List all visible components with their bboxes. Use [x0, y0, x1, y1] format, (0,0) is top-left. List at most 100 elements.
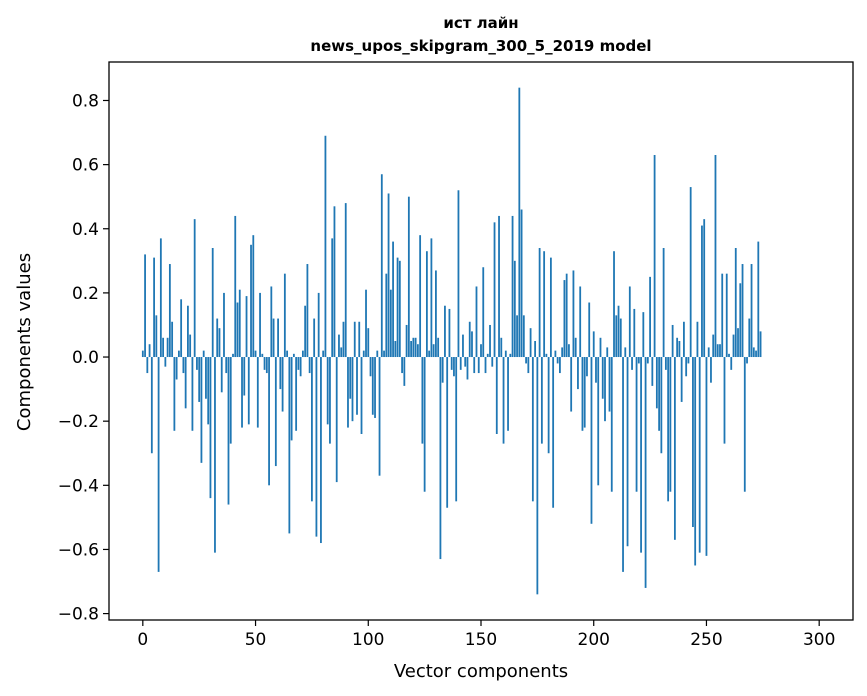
bar-124 [421, 357, 424, 444]
bar-70 [299, 357, 302, 377]
bar-229 [658, 357, 661, 431]
bar-249 [703, 219, 706, 358]
bar-273 [757, 241, 760, 358]
bar-153 [486, 353, 489, 358]
bar-222 [642, 312, 645, 358]
bar-44 [241, 357, 243, 428]
bar-154 [489, 324, 491, 358]
bar-221 [640, 357, 642, 553]
bar-119 [410, 341, 413, 358]
bar-111 [392, 241, 394, 358]
bar-62 [281, 357, 284, 412]
bar-247 [698, 357, 701, 553]
bar-186 [561, 347, 564, 358]
bar-192 [574, 337, 577, 358]
bar-167 [518, 87, 521, 358]
bar-97 [360, 357, 363, 434]
bar-259 [725, 273, 728, 358]
bar-42 [236, 302, 239, 358]
bar-49 [252, 235, 255, 358]
bar-194 [579, 286, 582, 358]
bar-68 [295, 357, 298, 431]
bar-200 [592, 331, 595, 358]
bar-199 [590, 357, 593, 524]
bar-220 [637, 357, 640, 364]
y-tick-label: 0.4 [72, 220, 99, 240]
bar-73 [306, 264, 309, 358]
bar-187 [563, 280, 566, 358]
bar-39 [229, 357, 232, 444]
bar-16 [177, 350, 180, 358]
bar-130 [435, 270, 437, 358]
bar-113 [396, 257, 399, 358]
bar-58 [272, 318, 275, 358]
bar-218 [633, 308, 636, 358]
bar-223 [644, 357, 647, 588]
bar-88 [340, 347, 343, 358]
bar-254 [714, 155, 717, 358]
bar-164 [511, 215, 514, 358]
bar-160 [502, 357, 505, 444]
bar-76 [313, 318, 316, 358]
bar-188 [565, 273, 568, 358]
bar-266 [741, 264, 744, 358]
bar-166 [516, 315, 518, 358]
bar-118 [407, 196, 410, 358]
bar-159 [500, 337, 503, 358]
bar-11 [166, 337, 169, 358]
bar-87 [338, 334, 340, 358]
bar-169 [522, 315, 525, 358]
bar-5 [153, 257, 155, 358]
bar-269 [748, 318, 751, 358]
bar-38 [227, 357, 230, 505]
bar-91 [347, 357, 349, 428]
bar-147 [473, 357, 476, 374]
bar-15 [175, 357, 178, 380]
y-tick-label: −0.8 [58, 605, 99, 625]
bar-262 [732, 334, 735, 358]
bar-252 [710, 357, 712, 383]
bar-162 [507, 357, 509, 431]
bar-109 [387, 193, 390, 358]
bar-213 [622, 357, 624, 572]
bar-244 [692, 357, 694, 527]
bar-18 [182, 357, 185, 374]
bar-20 [187, 305, 189, 358]
bar-6 [155, 315, 158, 358]
bar-198 [588, 302, 591, 358]
bar-93 [351, 357, 354, 422]
bar-46 [245, 296, 248, 358]
bar-84 [331, 238, 334, 358]
bar-228 [655, 357, 658, 409]
bar-17 [180, 299, 183, 358]
bar-144 [466, 357, 469, 380]
bar-190 [570, 357, 573, 412]
bar-181 [549, 257, 552, 358]
bar-191 [572, 270, 575, 358]
bar-110 [389, 289, 392, 358]
bar-54 [263, 357, 266, 370]
bar-71 [301, 350, 304, 358]
bar-126 [425, 251, 428, 358]
bar-67 [292, 353, 295, 358]
bar-86 [335, 357, 338, 483]
bar-47 [247, 357, 250, 425]
bar-37 [225, 357, 228, 374]
bar-136 [448, 308, 451, 358]
bar-104 [376, 350, 379, 358]
bar-177 [540, 357, 543, 444]
bar-193 [577, 357, 579, 390]
bar-89 [342, 321, 345, 358]
bar-121 [414, 337, 417, 358]
bar-239 [680, 357, 683, 402]
bar-184 [556, 357, 559, 364]
bar-189 [568, 344, 570, 358]
bar-145 [468, 321, 471, 358]
bar-19 [184, 357, 187, 409]
bar-13 [171, 321, 174, 358]
bar-267 [743, 357, 746, 492]
bar-138 [453, 357, 455, 377]
bar-274 [759, 331, 762, 358]
bar-224 [646, 357, 649, 364]
bar-14 [173, 357, 176, 431]
